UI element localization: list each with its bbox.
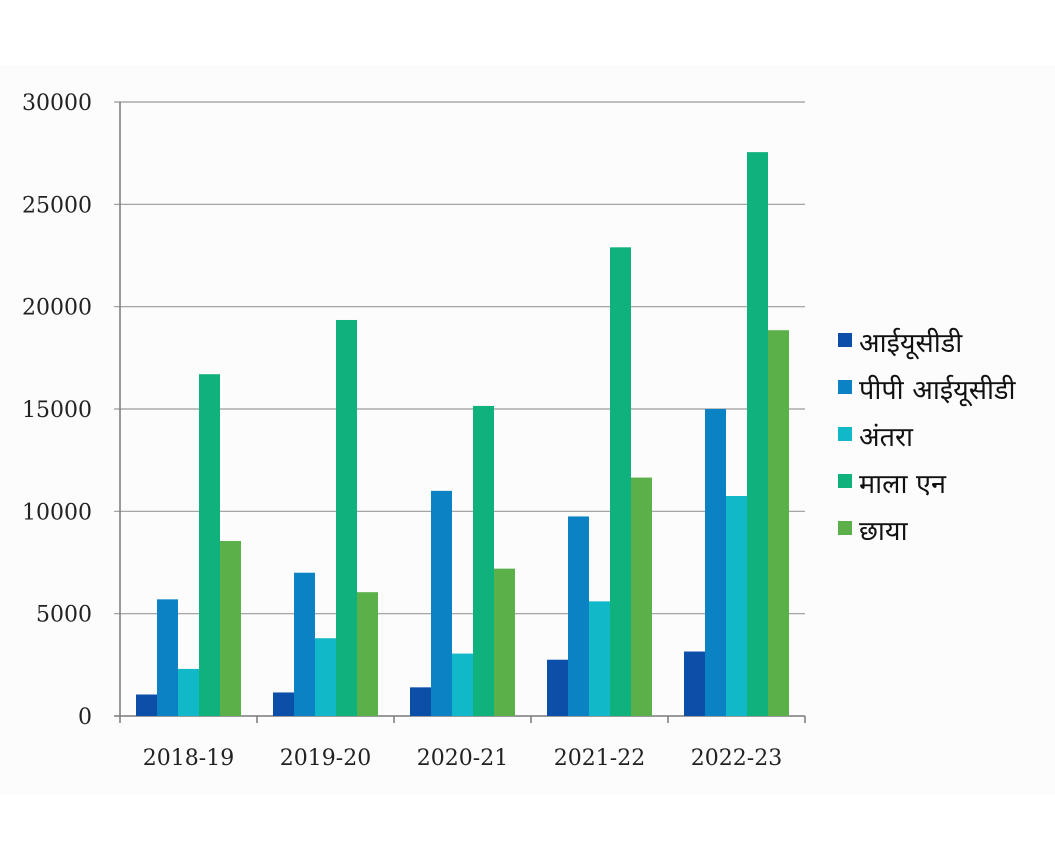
y-tick-label: 10000: [22, 500, 92, 525]
bar: [568, 516, 589, 716]
bar: [431, 490, 452, 716]
bar: [294, 572, 315, 716]
bar: [473, 405, 494, 716]
bar: [452, 653, 473, 716]
y-tick-label: 0: [78, 705, 92, 730]
bar: [199, 374, 220, 716]
x-tick-label: 2022-23: [691, 746, 782, 771]
bar: [357, 592, 378, 716]
legend-label: पीपी आईयूसीडी: [859, 374, 1016, 407]
legend-label: आईयूसीडी: [859, 327, 963, 360]
bar: [273, 692, 294, 716]
legend-swatch: [838, 427, 852, 441]
bar: [610, 247, 631, 716]
y-tick-label: 30000: [22, 91, 92, 116]
legend-swatch: [838, 380, 852, 394]
legend-label: अंतरा: [859, 422, 914, 453]
x-tick-label: 2020-21: [417, 746, 508, 771]
legend: आईयूसीडी पीपी आईयूसीडी अंतरा माला एन छाया: [838, 327, 1016, 547]
bar: [589, 601, 610, 716]
x-tick-label: 2019-20: [280, 746, 371, 771]
bar: [631, 477, 652, 716]
legend-swatch: [838, 474, 852, 488]
x-tick-label: 2018-19: [143, 746, 234, 771]
bar: [336, 319, 357, 716]
bar: [726, 495, 747, 716]
tick-labels: 0 5000 10000 15000 20000 25000 30000 2018-19 201…: [22, 91, 782, 771]
legend-swatch: [838, 521, 852, 535]
bar: [410, 687, 431, 716]
bar: [547, 659, 568, 716]
bar: [178, 668, 199, 716]
bar: [705, 409, 726, 716]
y-tick-label: 20000: [22, 296, 92, 321]
y-tick-label: 5000: [36, 603, 92, 628]
legend-swatch: [838, 333, 852, 347]
bar: [136, 694, 157, 716]
bar: [747, 152, 768, 717]
legend-label: छाया: [859, 516, 909, 547]
bar: [157, 599, 178, 716]
bar: [494, 568, 515, 716]
legend-label: माला एन: [859, 469, 947, 500]
bar: [684, 651, 705, 716]
bar: [220, 541, 241, 716]
bar: [768, 330, 789, 716]
bar: [315, 638, 336, 716]
y-tick-label: 25000: [22, 193, 92, 218]
bars: [136, 152, 789, 717]
y-tick-label: 15000: [22, 398, 92, 423]
x-tick-label: 2021-22: [554, 746, 645, 771]
